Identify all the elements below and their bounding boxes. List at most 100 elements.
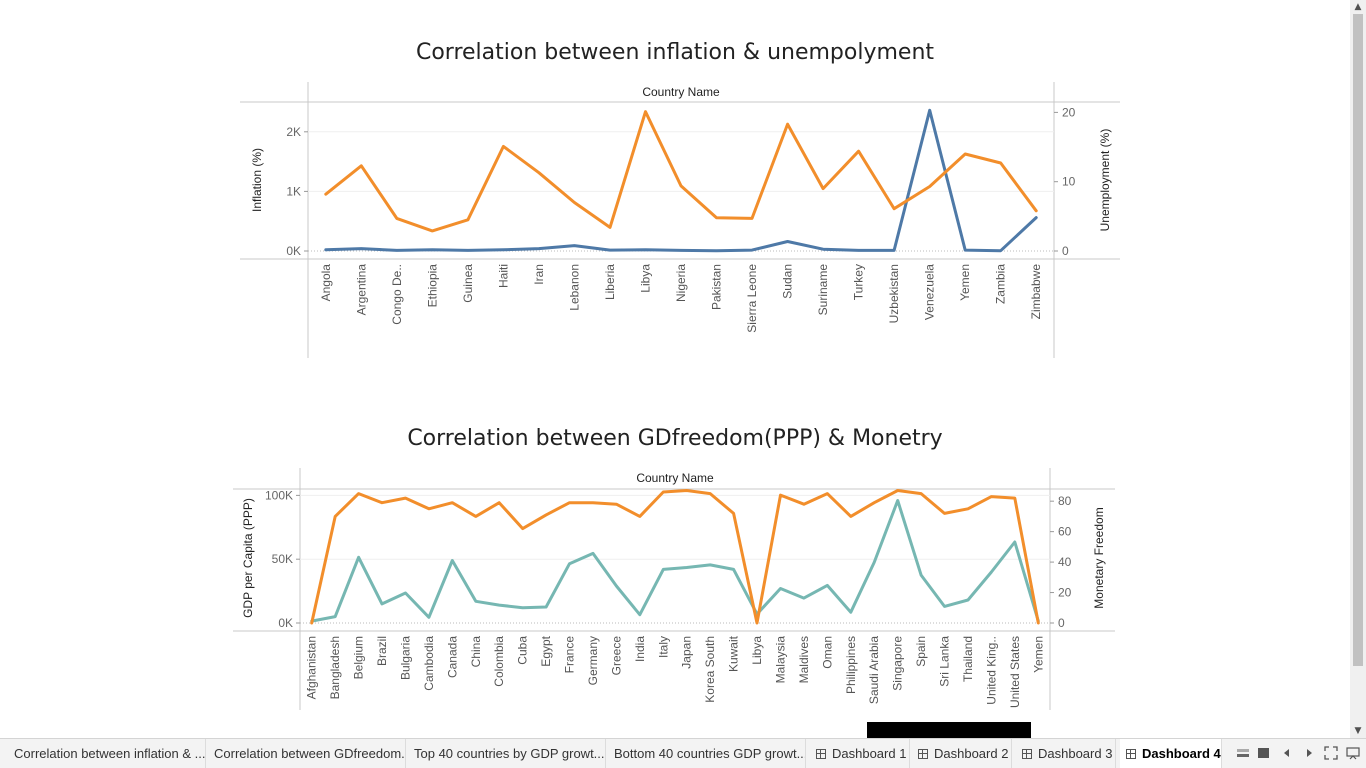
- category-label: Colombia: [492, 636, 506, 687]
- right-tick-label: 0: [1058, 616, 1065, 630]
- tab-label: Dashboard 4: [1142, 746, 1221, 761]
- category-label: Nigeria: [674, 264, 688, 302]
- category-label: Cambodia: [422, 636, 436, 691]
- right-axis-title: Monetary Freedom: [1092, 507, 1106, 608]
- left-axis-title: Inflation (%): [250, 148, 264, 212]
- dashboard-grid-icon: [918, 749, 928, 759]
- category-label: Suriname: [816, 264, 830, 316]
- category-label: United States: [1008, 636, 1022, 708]
- tab-label: Correlation between inflation & ...: [14, 746, 206, 761]
- left-tick-label: 0K: [278, 616, 293, 630]
- category-label: Turkey: [852, 264, 866, 300]
- category-label: Sierra Leone: [745, 264, 759, 333]
- scroll-up-icon[interactable]: ▲: [1354, 2, 1362, 12]
- scroll-thumb[interactable]: [1353, 14, 1363, 666]
- dashboard-grid-icon: [1126, 749, 1136, 759]
- category-label: Brazil: [375, 636, 389, 666]
- inflation-unemployment-chart[interactable]: Country Name 2K 1K 0K 20 10 0 Inflation (%) Unem…: [0, 0, 1366, 370]
- left-tick-label: 2K: [286, 125, 301, 139]
- sheet-tab-bar: Correlation between inflation & ... Corr…: [0, 738, 1366, 768]
- category-label: Yemen: [958, 264, 972, 301]
- category-label: Sudan: [781, 264, 795, 299]
- tab-dashboard-4[interactable]: Dashboard 4: [1120, 739, 1222, 768]
- category-label: Venezuela: [923, 264, 937, 320]
- scroll-down-icon[interactable]: ▼: [1354, 726, 1362, 736]
- show-sheets-icon[interactable]: [1236, 746, 1250, 760]
- category-label: Cuba: [516, 636, 530, 665]
- series-line-1: [324, 108, 1038, 253]
- category-label: Liberia: [603, 264, 617, 300]
- category-label: Spain: [914, 636, 928, 667]
- vertical-scrollbar[interactable]: ▲ ▼: [1350, 0, 1366, 738]
- category-label: Saudi Arabia: [867, 636, 881, 704]
- category-label: Thailand: [961, 636, 975, 682]
- tab-label: Correlation between GDfreedom...: [214, 746, 406, 761]
- tab-correlation-inflation[interactable]: Correlation between inflation & ...: [8, 739, 206, 768]
- category-label: Oman: [820, 636, 834, 669]
- category-label: Bulgaria: [398, 636, 412, 680]
- tab-dashboard-2[interactable]: Dashboard 2: [912, 739, 1012, 768]
- next-sheet-icon[interactable]: [1302, 746, 1316, 760]
- left-tick-label: 0K: [286, 244, 301, 258]
- right-tick-label: 20: [1058, 586, 1072, 600]
- left-tick-label: 1K: [286, 184, 301, 198]
- tab-correlation-gdfreedom[interactable]: Correlation between GDfreedom...: [208, 739, 406, 768]
- tab-dashboard-3[interactable]: Dashboard 3: [1016, 739, 1116, 768]
- category-label: United King..: [984, 636, 998, 705]
- filmstrip-icon[interactable]: [1257, 746, 1271, 760]
- category-label: Belgium: [352, 636, 366, 679]
- column-header: Country Name: [642, 85, 720, 99]
- category-label: Libya: [750, 636, 764, 665]
- fullscreen-icon[interactable]: [1324, 746, 1338, 760]
- left-tick-label: 50K: [272, 552, 293, 566]
- category-label: Ethiopia: [425, 264, 439, 308]
- tab-label: Dashboard 1: [832, 746, 907, 761]
- category-label: Argentina: [354, 264, 368, 316]
- tab-label: Bottom 40 countries GDP growt...: [614, 746, 806, 761]
- category-label: Libya: [638, 264, 652, 293]
- prev-sheet-icon[interactable]: [1280, 746, 1294, 760]
- right-tick-label: 60: [1058, 525, 1072, 539]
- category-label: Angola: [319, 264, 333, 302]
- category-label: Zimbabwe: [1029, 264, 1043, 320]
- left-tick-label: 100K: [265, 488, 293, 502]
- tab-bottom-40-countries[interactable]: Bottom 40 countries GDP growt...: [608, 739, 806, 768]
- category-label: Greece: [609, 636, 623, 676]
- series-line-2: [324, 110, 1038, 233]
- category-label: Italy: [656, 636, 670, 658]
- presentation-icon[interactable]: [1346, 746, 1360, 760]
- category-label: Bangladesh: [328, 636, 342, 699]
- category-label: Kuwait: [727, 635, 741, 672]
- series-line-2: [310, 489, 1040, 625]
- category-label: Afghanistan: [305, 636, 319, 699]
- right-tick-label: 20: [1062, 105, 1076, 119]
- category-label: China: [469, 636, 483, 668]
- chart-title-gdp-monetary: Correlation between GDfreedom(PPP) & Mon…: [407, 426, 943, 451]
- category-label: France: [563, 636, 577, 674]
- category-label: Haiti: [496, 264, 510, 288]
- right-tick-label: 10: [1062, 175, 1076, 189]
- right-tick-label: 40: [1058, 555, 1072, 569]
- category-label: Korea South: [703, 636, 717, 703]
- tab-label: Dashboard 3: [1038, 746, 1113, 761]
- category-label: Maldives: [797, 636, 811, 683]
- category-label: Pakistan: [710, 264, 724, 310]
- series-line-1: [310, 499, 1040, 623]
- left-axis-title: GDP per Capita (PPP): [241, 498, 255, 618]
- right-tick-label: 0: [1062, 244, 1069, 258]
- category-label: Congo De..: [390, 264, 404, 325]
- category-label: Germany: [586, 636, 600, 685]
- tab-dashboard-1[interactable]: Dashboard 1: [810, 739, 910, 768]
- category-label: Iran: [532, 264, 546, 285]
- dashboard-grid-icon: [1022, 749, 1032, 759]
- category-label: Sri Lanka: [938, 636, 952, 687]
- tab-top-40-countries[interactable]: Top 40 countries by GDP growt...: [408, 739, 606, 768]
- redacted-block: [867, 722, 1031, 738]
- chart-title-inflation-unemployment: Correlation between inflation & unempoly…: [415, 40, 935, 65]
- tab-label: Top 40 countries by GDP growt...: [414, 746, 605, 761]
- dashboard-grid-icon: [816, 749, 826, 759]
- category-label: Zambia: [994, 264, 1008, 304]
- category-label: Egypt: [539, 635, 553, 666]
- category-label: Singapore: [891, 636, 905, 691]
